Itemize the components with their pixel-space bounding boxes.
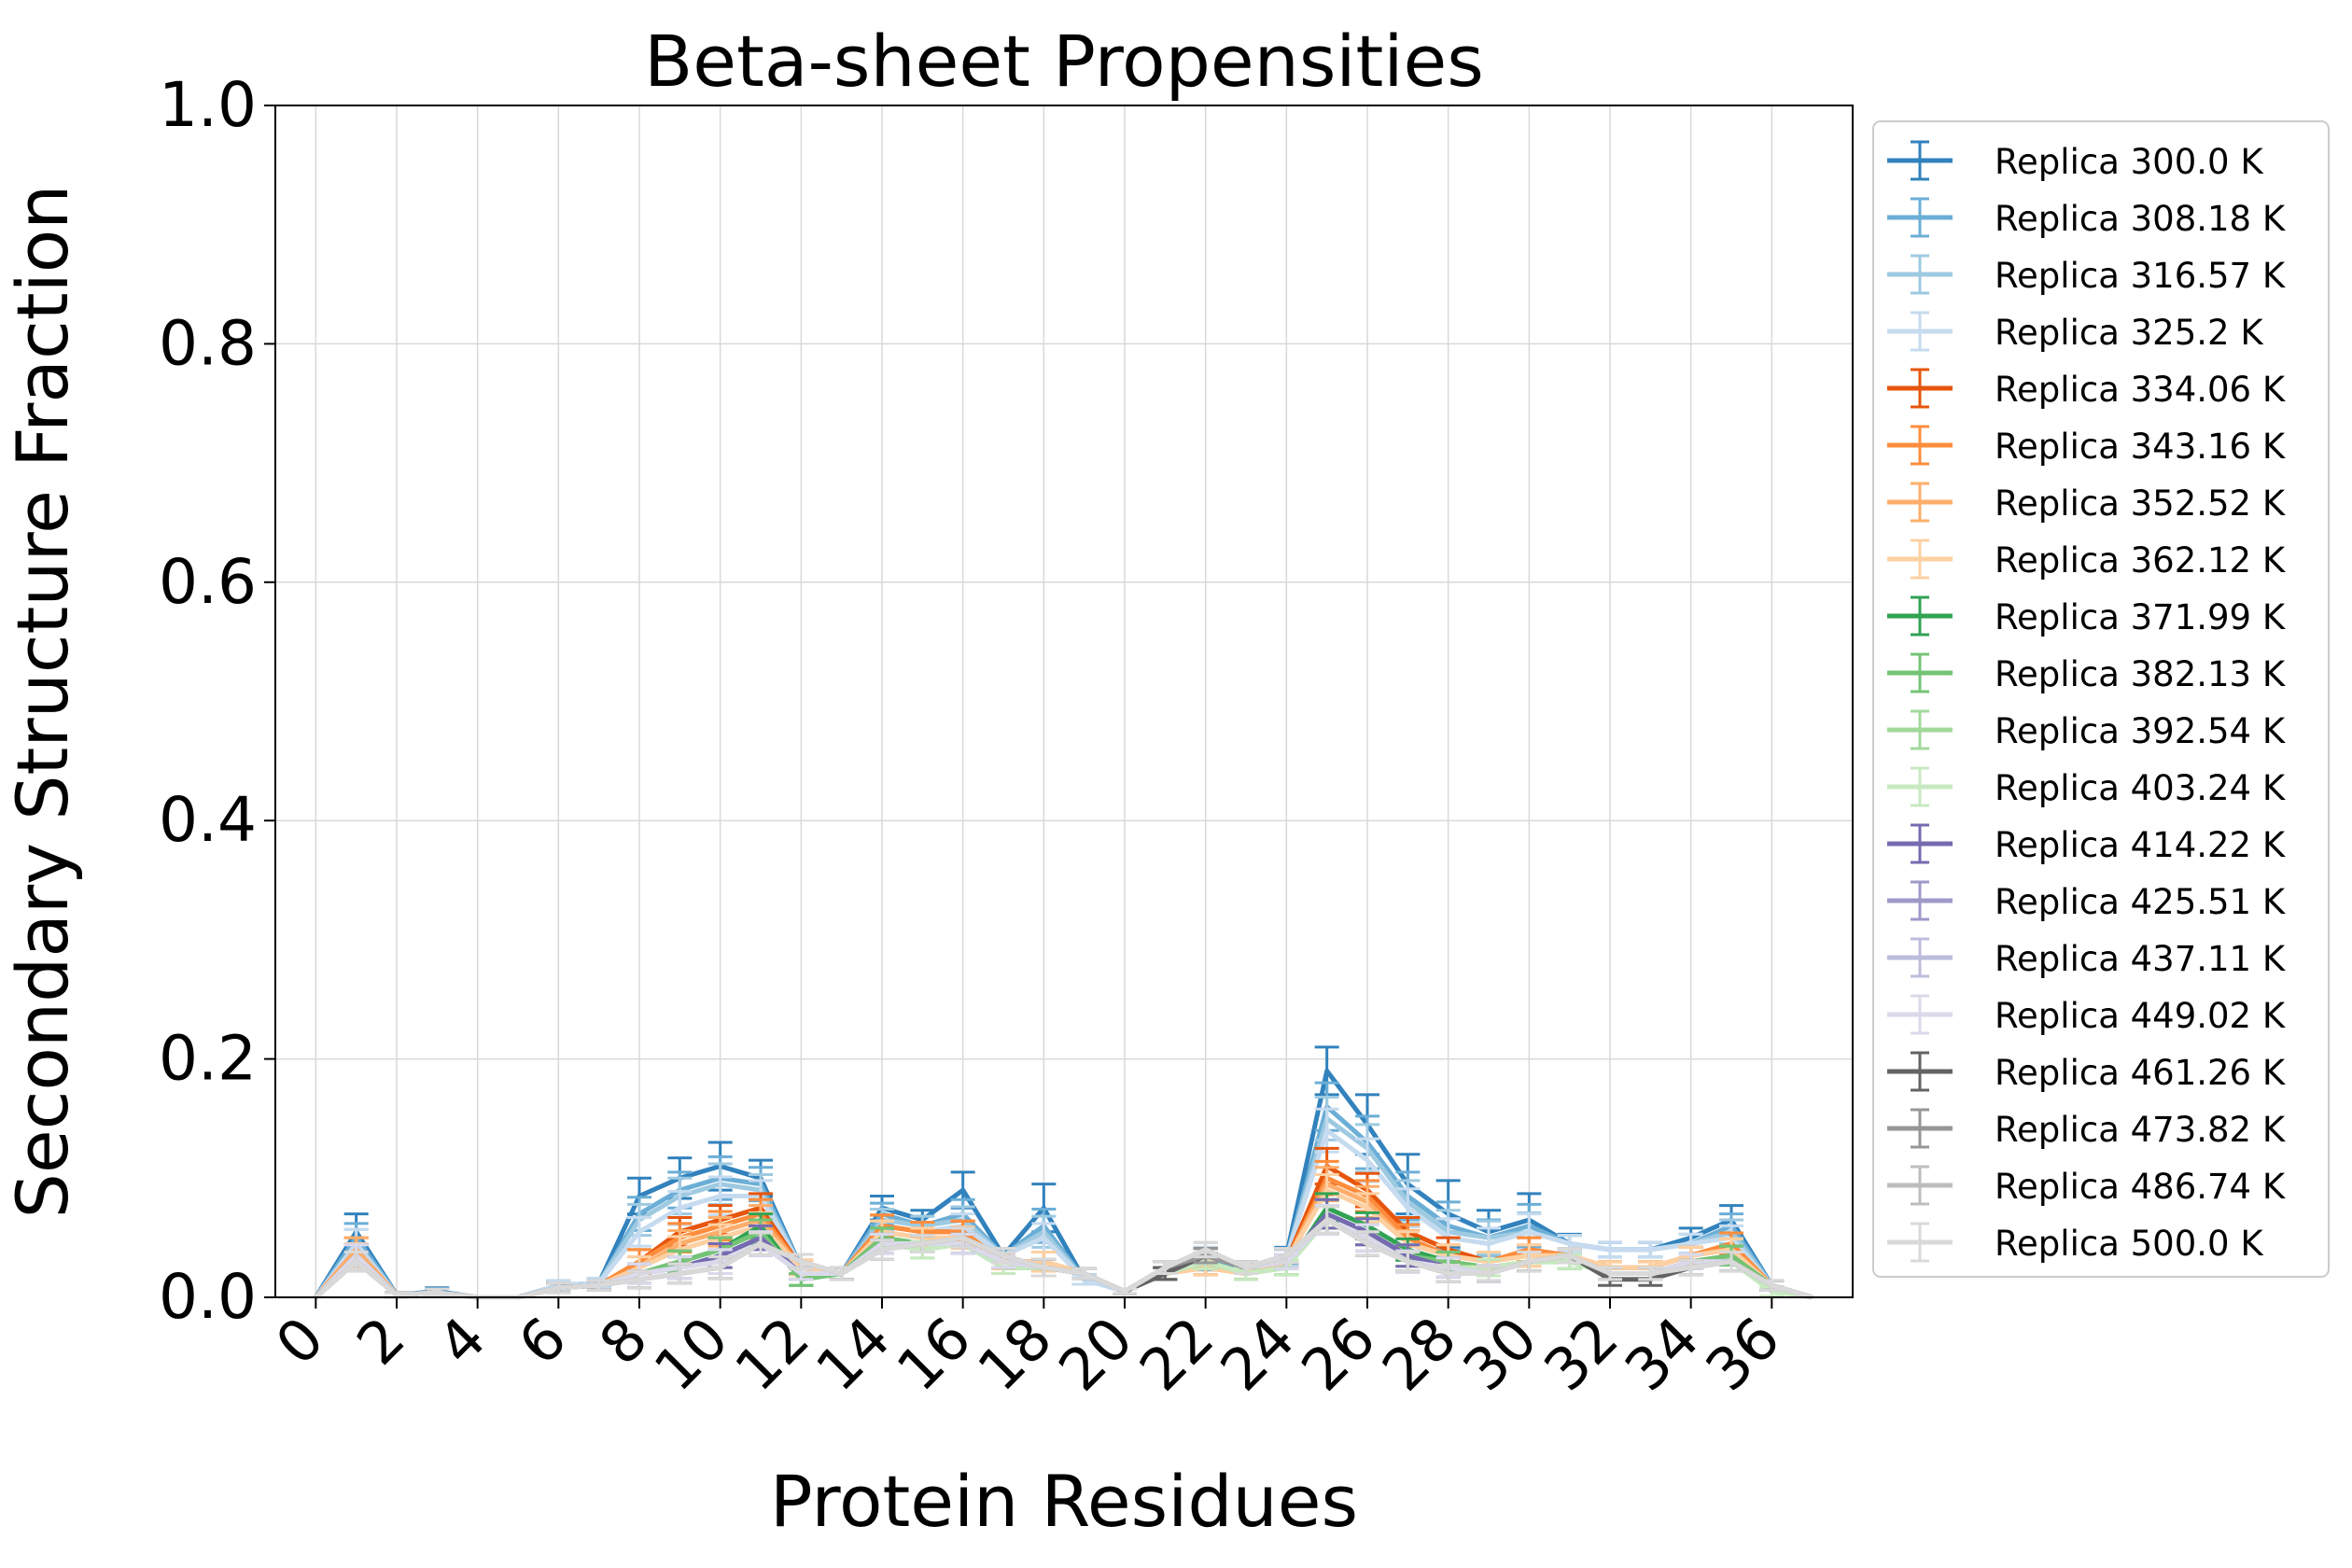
legend: Replica 300.0 K Replica 308.18 K Replica 3… xyxy=(1872,120,2330,1278)
legend-item: Replica 403.24 K xyxy=(1887,766,2287,808)
x-axis-label: Protein Residues xyxy=(770,1460,1358,1543)
y-tick-label: 0.6 xyxy=(159,546,257,618)
y-axis-label: Secondary Structure Fraction xyxy=(1,185,84,1219)
legend-label: Replica 425.51 K xyxy=(1995,882,2287,922)
chart-title: Beta-sheet Propensities xyxy=(644,20,1484,103)
legend-item: Replica 316.57 K xyxy=(1887,254,2287,296)
series-line xyxy=(314,1127,1813,1300)
y-tick-label: 1.0 xyxy=(159,69,257,141)
legend-label: Replica 316.57 K xyxy=(1995,256,2287,296)
legend-item: Replica 334.06 K xyxy=(1887,368,2287,410)
legend-label: Replica 352.52 K xyxy=(1995,483,2287,524)
legend-label: Replica 362.12 K xyxy=(1995,540,2287,581)
legend-item: Replica 325.2 K xyxy=(1887,311,2264,353)
legend-label: Replica 308.18 K xyxy=(1995,199,2287,239)
legend-item: Replica 352.52 K xyxy=(1887,482,2287,524)
legend-label: Replica 486.74 K xyxy=(1995,1167,2287,1207)
series-replica-500-0-k xyxy=(314,1205,1813,1300)
legend-item: Replica 461.26 K xyxy=(1887,1051,2287,1093)
legend-box xyxy=(1872,120,2330,1278)
legend-item: Replica 371.99 K xyxy=(1887,595,2287,637)
legend-label: Replica 343.16 K xyxy=(1995,427,2287,467)
legend-label: Replica 382.13 K xyxy=(1995,654,2287,694)
legend-label: Replica 300.0 K xyxy=(1995,142,2264,182)
y-tick-label: 0.0 xyxy=(159,1261,257,1333)
legend-item: Replica 362.12 K xyxy=(1887,539,2287,581)
legend-item: Replica 300.0 K xyxy=(1887,140,2264,182)
legend-label: Replica 392.54 K xyxy=(1995,711,2287,751)
legend-label: Replica 449.02 K xyxy=(1995,996,2287,1036)
y-tick-label: 0.8 xyxy=(159,307,257,379)
legend-item: Replica 414.22 K xyxy=(1887,823,2287,865)
legend-label: Replica 461.26 K xyxy=(1995,1053,2287,1093)
legend-item: Replica 473.82 K xyxy=(1887,1108,2287,1150)
plot-area-frame xyxy=(274,105,1854,1298)
y-tick-label: 0.4 xyxy=(159,784,257,856)
plot-series xyxy=(314,1045,1813,1300)
legend-label: Replica 371.99 K xyxy=(1995,597,2287,637)
y-tick-label: 0.2 xyxy=(159,1023,257,1095)
legend-label: Replica 414.22 K xyxy=(1995,825,2287,865)
legend-item: Replica 382.13 K xyxy=(1887,652,2287,694)
legend-label: Replica 437.11 K xyxy=(1995,939,2287,979)
series-line xyxy=(314,1217,1813,1300)
legend-item: Replica 425.51 K xyxy=(1887,880,2287,922)
legend-label: Replica 473.82 K xyxy=(1995,1110,2287,1150)
legend-item: Replica 500.0 K xyxy=(1887,1222,2264,1264)
legend-item: Replica 392.54 K xyxy=(1887,709,2287,751)
legend-item: Replica 486.74 K xyxy=(1887,1165,2287,1207)
legend-label: Replica 500.0 K xyxy=(1995,1224,2264,1264)
legend-item: Replica 308.18 K xyxy=(1887,197,2287,239)
legend-label: Replica 334.06 K xyxy=(1995,370,2287,410)
legend-item: Replica 437.11 K xyxy=(1887,937,2287,979)
legend-label: Replica 325.2 K xyxy=(1995,313,2264,353)
legend-label: Replica 403.24 K xyxy=(1995,768,2287,808)
legend-item: Replica 449.02 K xyxy=(1887,994,2287,1036)
legend-item: Replica 343.16 K xyxy=(1887,425,2287,467)
